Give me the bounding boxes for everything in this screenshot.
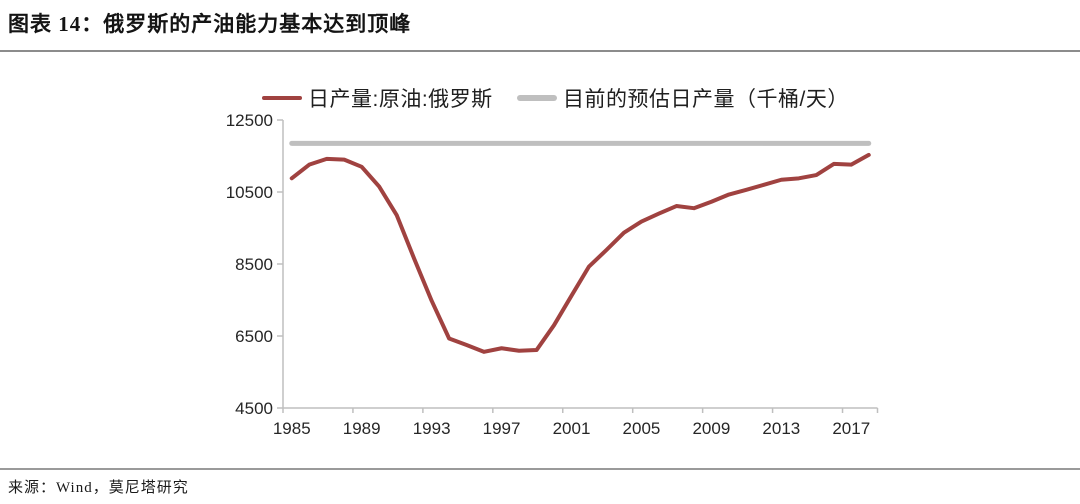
y-tick-label: 8500 <box>235 255 273 274</box>
title-divider <box>0 50 1080 52</box>
x-tick-label: 1993 <box>413 419 451 438</box>
footer-divider <box>0 468 1080 470</box>
y-tick-label: 6500 <box>235 327 273 346</box>
x-tick-label: 2017 <box>832 419 870 438</box>
x-tick-label: 1985 <box>273 419 311 438</box>
source-note: 来源：Wind，莫尼塔研究 <box>8 480 189 496</box>
x-tick-label: 1997 <box>483 419 521 438</box>
legend-label-production: 日产量:原油:俄罗斯 <box>308 88 493 111</box>
figure-title: 图表 14：俄罗斯的产油能力基本达到顶峰 <box>8 12 412 36</box>
axis-lines <box>282 120 878 409</box>
x-tick-label: 2013 <box>762 419 800 438</box>
x-tick-label: 1989 <box>343 419 381 438</box>
legend-line-swatch-estimate <box>517 95 557 101</box>
production-line <box>289 152 871 354</box>
legend-item-production: 日产量:原油:俄罗斯 <box>262 86 493 111</box>
x-tick-label: 2001 <box>553 419 591 438</box>
legend-item-estimate: 目前的预估日产量（千桶/天） <box>517 86 849 111</box>
x-tick-label: 2009 <box>692 419 730 438</box>
y-tick-label: 4500 <box>235 399 273 418</box>
legend-label-estimate: 目前的预估日产量（千桶/天） <box>563 88 849 111</box>
legend-line-swatch-production <box>262 96 302 100</box>
x-tick-label: 2005 <box>623 419 661 438</box>
y-tick-label: 10500 <box>226 183 273 202</box>
y-tick-label: 12500 <box>226 111 273 130</box>
